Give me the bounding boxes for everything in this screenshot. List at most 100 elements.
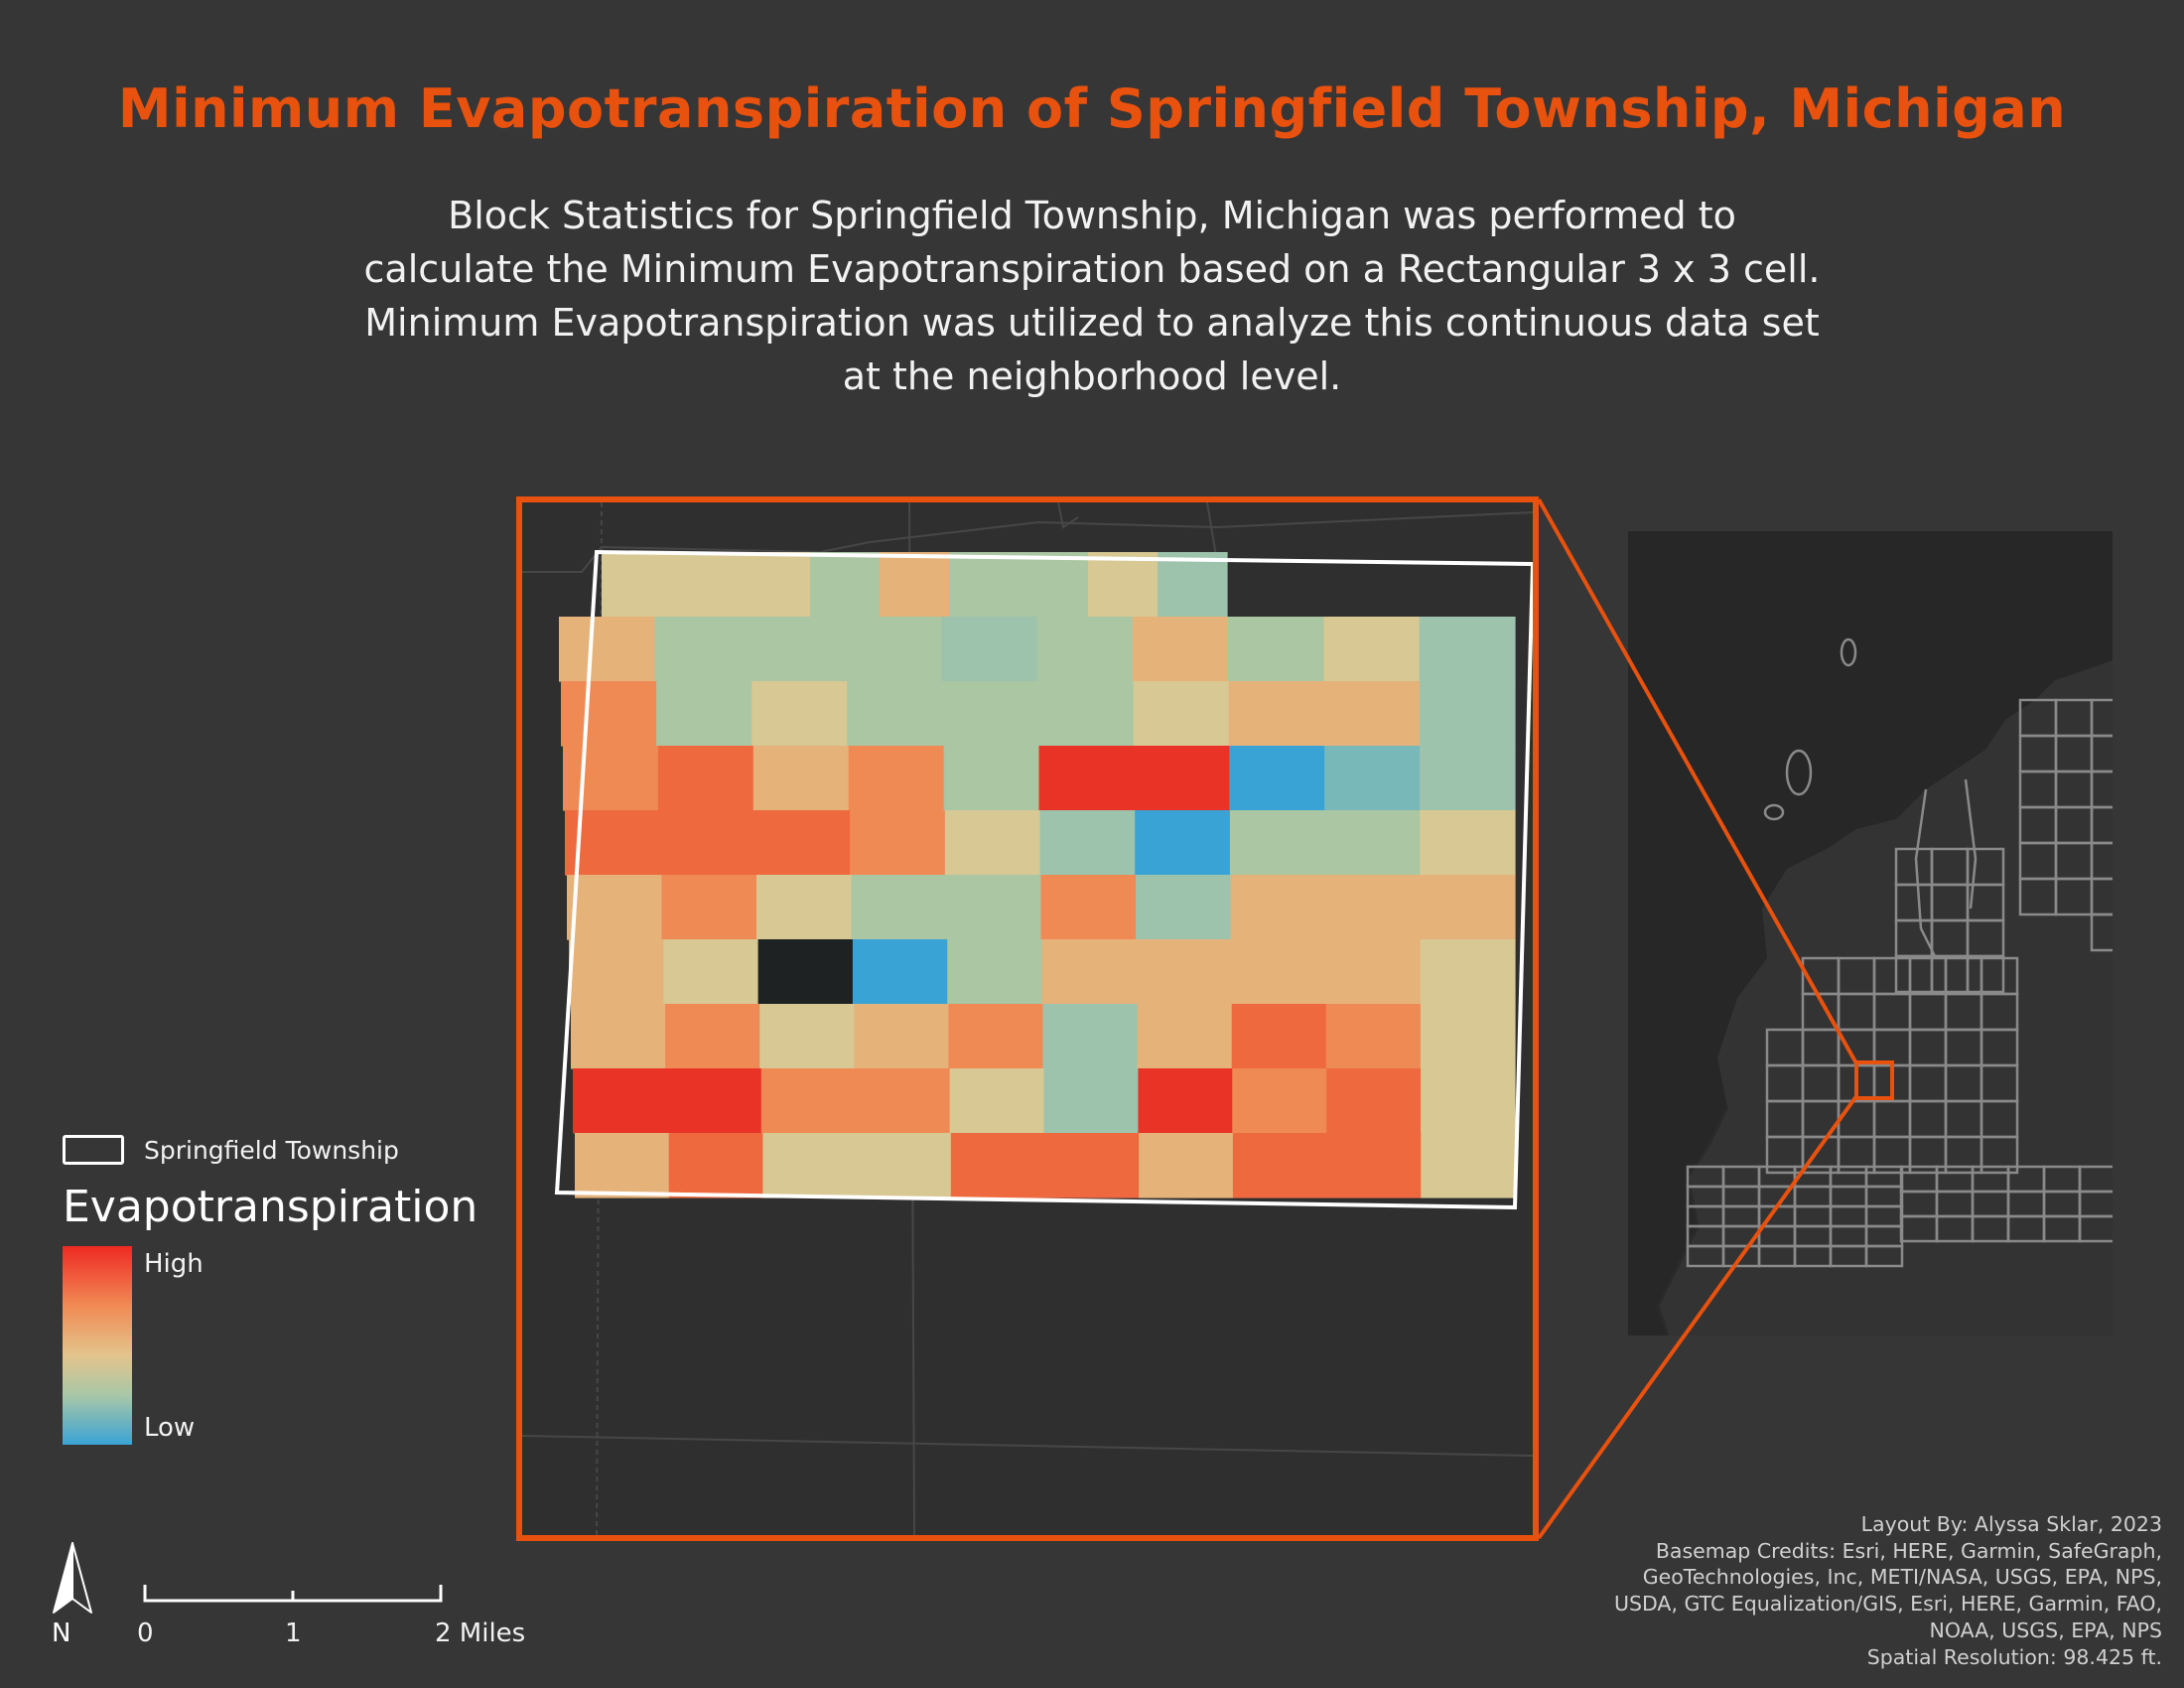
raster-cell	[750, 617, 847, 682]
raster-map	[522, 502, 1533, 1535]
scale-label-0: 0	[137, 1618, 154, 1648]
raster-cell	[1420, 810, 1516, 876]
raster-cell	[1323, 681, 1421, 747]
raster-cell	[857, 1133, 952, 1198]
raster-cell	[848, 746, 945, 811]
raster-cell	[1325, 939, 1422, 1005]
description-line: Block Statistics for Springfield Townshi…	[448, 194, 1736, 237]
raster-cell	[1039, 810, 1136, 876]
raster-cell	[571, 1004, 666, 1069]
credits-line: NOAA, USGS, EPA, NPS	[1929, 1618, 2162, 1642]
island	[1840, 637, 1857, 667]
raster-cell	[759, 1004, 855, 1069]
raster-cell	[1136, 875, 1232, 940]
raster-cell	[1044, 1133, 1140, 1198]
raster-cell	[810, 552, 881, 618]
legend-township: Springfield Township	[63, 1132, 399, 1168]
raster-cell	[1325, 875, 1422, 940]
raster-cell	[567, 875, 663, 940]
raster-cell	[573, 1068, 668, 1134]
raster-cell	[855, 1068, 951, 1134]
raster-cell	[1088, 552, 1159, 618]
raster-cell	[661, 875, 757, 940]
raster-cell	[1420, 746, 1516, 811]
raster-cell	[741, 552, 811, 618]
raster-cell	[851, 875, 947, 940]
raster-cell	[1043, 1068, 1139, 1134]
raster-cell	[659, 810, 755, 876]
raster-cell	[1231, 939, 1326, 1005]
raster-cell	[1228, 681, 1325, 747]
raster-cell	[949, 552, 1020, 618]
raster-cell	[854, 1004, 949, 1069]
north-arrow-icon	[53, 1542, 92, 1614]
raster-cell	[1419, 617, 1516, 682]
raster-cell	[563, 746, 659, 811]
raster-cell	[668, 1133, 763, 1198]
raster-cell	[1420, 875, 1516, 940]
raster-cell	[656, 681, 752, 747]
raster-cell	[1042, 1004, 1139, 1069]
raster-cell	[1326, 1133, 1422, 1198]
raster-cell	[760, 1068, 857, 1134]
locator-map-svg	[1656, 531, 2113, 1336]
map-title: Minimum Evapotranspiration of Springfiel…	[117, 77, 2067, 140]
raster-cell	[948, 1004, 1044, 1069]
raster-cell	[1040, 875, 1137, 940]
scale-label-1: 1	[285, 1618, 302, 1648]
county-cell	[1864, 1244, 1904, 1268]
raster-cell	[1324, 810, 1421, 876]
raster-cell	[1420, 1004, 1516, 1069]
raster-cell	[1229, 746, 1325, 811]
raster-cell	[1138, 1068, 1233, 1134]
raster-cell	[1419, 681, 1516, 747]
main-map-frame[interactable]	[516, 496, 1539, 1541]
raster-cell	[666, 1068, 762, 1134]
raster-cell	[1323, 617, 1421, 682]
raster-cell	[575, 1133, 670, 1198]
raster-cell	[1231, 1004, 1327, 1069]
raster-cell	[944, 810, 1041, 876]
raster-cell	[1036, 617, 1134, 682]
raster-cell	[850, 810, 946, 876]
raster-cell	[880, 552, 950, 618]
scale-label-2: 2 Miles	[435, 1618, 526, 1648]
raster-cell	[943, 746, 1040, 811]
raster-cell	[1158, 552, 1228, 618]
credits-line: Layout By: Alyssa Sklar, 2023	[1860, 1512, 2162, 1536]
raster-cell	[762, 1133, 858, 1198]
credits-line: Spatial Resolution: 98.425 ft.	[1866, 1644, 2162, 1669]
raster-cell	[946, 875, 1042, 940]
county-cell	[1979, 1135, 2019, 1175]
township-legend-label: Springfield Township	[144, 1135, 399, 1165]
raster-cell	[847, 681, 943, 747]
raster-cell	[1324, 746, 1421, 811]
raster-cell	[1139, 1133, 1234, 1198]
county-cell	[1966, 954, 2005, 994]
raster-cell	[941, 617, 1038, 682]
township-swatch	[63, 1135, 124, 1165]
locator-map[interactable]	[1628, 531, 2113, 1336]
raster-cell	[671, 552, 742, 618]
description-line: at the neighborhood level.	[842, 354, 1342, 398]
grand-traverse-bay	[1914, 778, 1978, 959]
north-label: N	[52, 1618, 71, 1648]
township-boundary	[554, 549, 1533, 1210]
raster-cell	[1326, 1068, 1422, 1134]
raster-cell	[852, 939, 948, 1005]
raster-cell	[1134, 746, 1230, 811]
raster-cell	[569, 939, 664, 1005]
legend-low-label: Low	[144, 1413, 196, 1443]
raster-cell	[665, 1004, 760, 1069]
raster-cell	[942, 681, 1039, 747]
raster-cell	[756, 875, 853, 940]
raster-cell	[1135, 810, 1231, 876]
island	[1785, 749, 1813, 796]
raster-cell	[754, 810, 851, 876]
credits-line: USDA, GTC Equalization/GIS, Esri, HERE, …	[1613, 1592, 2162, 1617]
raster-cell	[1019, 552, 1089, 618]
map-description: Block Statistics for Springfield Townshi…	[298, 189, 1886, 403]
county-cell	[2090, 913, 2113, 952]
raster-cell	[1132, 617, 1229, 682]
legend-high-label: High	[144, 1249, 204, 1279]
